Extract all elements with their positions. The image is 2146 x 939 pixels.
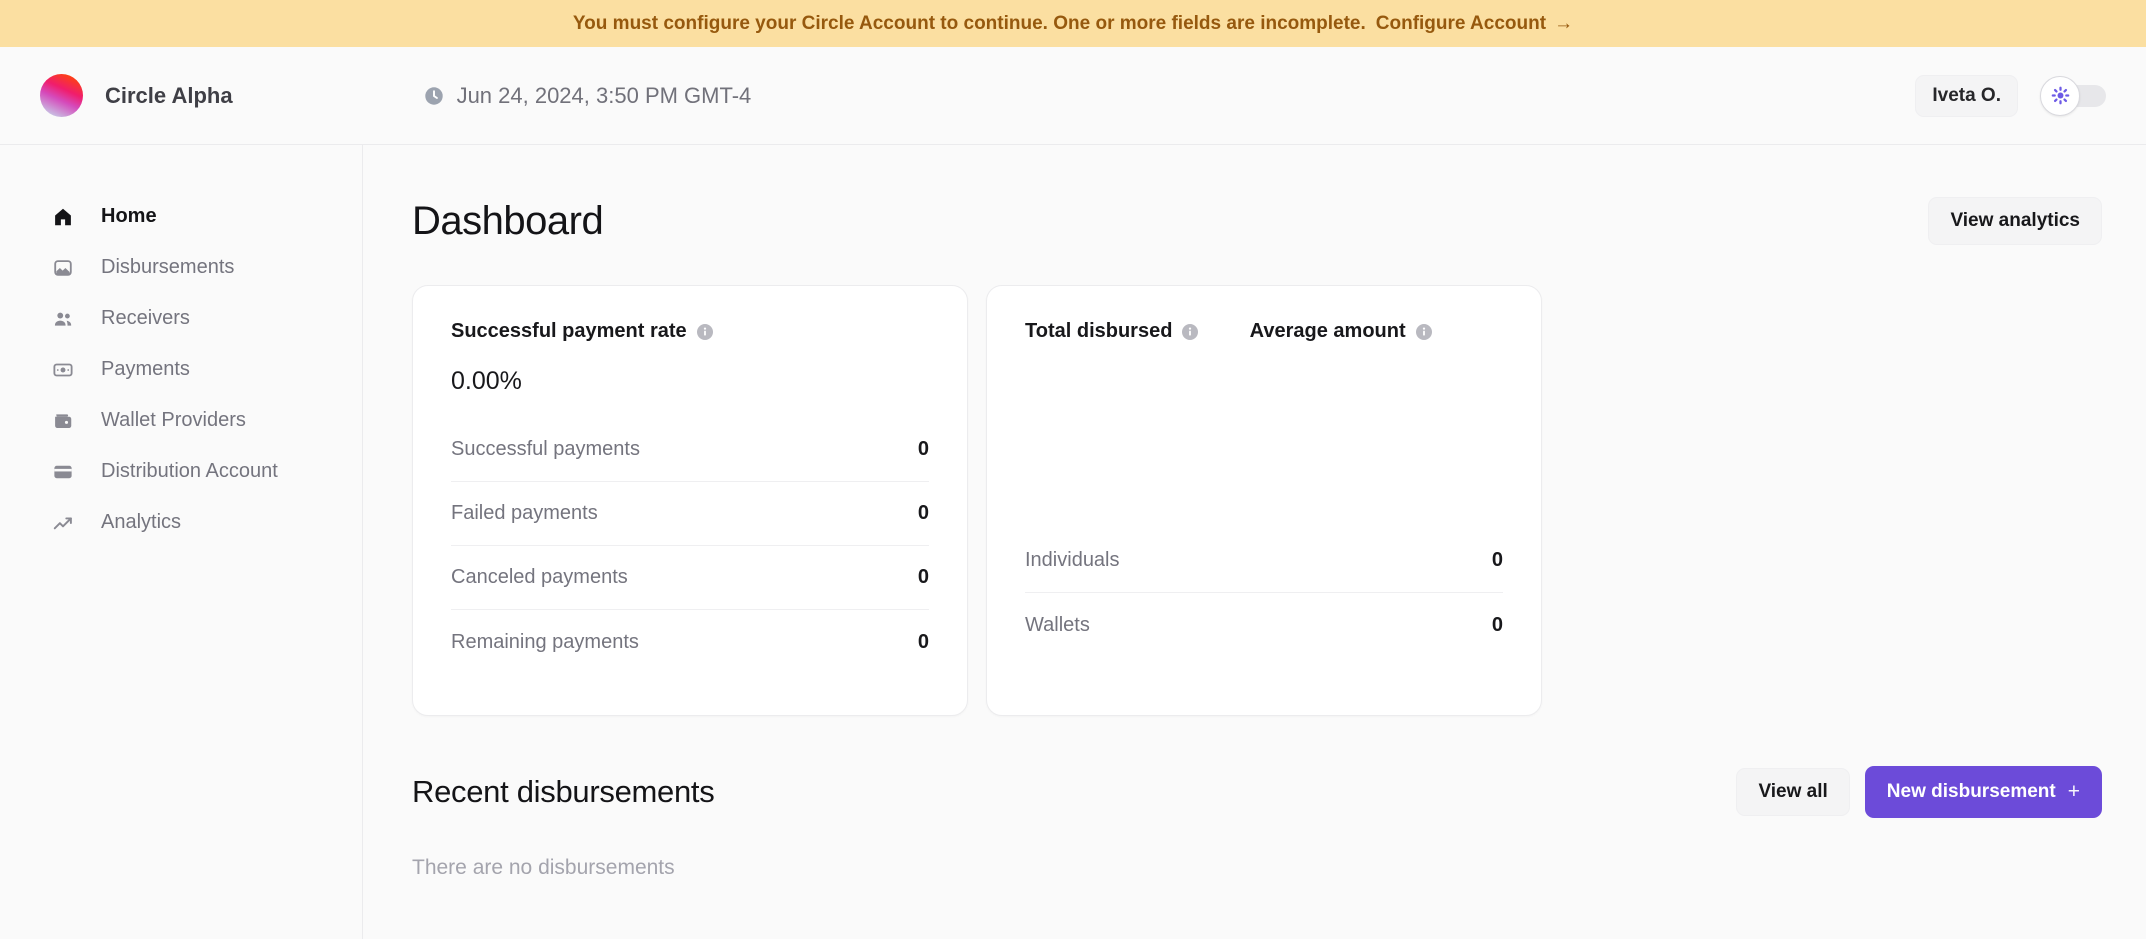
configure-account-link[interactable]: Configure Account → — [1376, 13, 1573, 35]
stat-row-remaining-payments: Remaining payments 0 — [451, 610, 929, 674]
page-title: Dashboard — [412, 198, 604, 243]
sidebar-item-home[interactable]: Home — [0, 191, 362, 242]
recent-disbursements-title: Recent disbursements — [412, 774, 715, 809]
disbursed-card: Total disbursed Average amount I — [986, 285, 1542, 716]
arrow-right-icon: → — [1554, 12, 1574, 34]
new-disbursement-button[interactable]: New disbursement + — [1864, 766, 2102, 818]
stat-row-individuals: Individuals 0 — [1025, 529, 1503, 593]
configure-account-label: Configure Account — [1375, 12, 1547, 34]
info-icon[interactable] — [696, 323, 713, 340]
user-menu-button[interactable]: Iveta O. — [1915, 74, 2018, 117]
main-content: Dashboard View analytics Successful paym… — [363, 145, 2146, 939]
new-disbursement-label: New disbursement — [1886, 781, 2056, 802]
stat-value: 0 — [1491, 613, 1503, 636]
stat-row-failed-payments: Failed payments 0 — [451, 482, 929, 546]
card-title: Total disbursed — [1025, 320, 1173, 342]
sidebar-item-wallet-providers[interactable]: Wallet Providers — [0, 395, 362, 446]
view-analytics-button[interactable]: View analytics — [1928, 197, 2102, 245]
stat-row-successful-payments: Successful payments 0 — [451, 418, 929, 482]
payments-icon — [52, 359, 74, 381]
info-icon[interactable] — [1182, 323, 1199, 340]
sidebar-item-label: Home — [101, 205, 157, 227]
sidebar-item-label: Wallet Providers — [101, 409, 246, 431]
payment-rate-value: 0.00% — [451, 367, 522, 395]
sidebar-item-label: Disbursements — [101, 256, 235, 278]
stat-label: Canceled payments — [451, 566, 628, 588]
stat-value: 0 — [917, 566, 929, 588]
sidebar-item-distribution-account[interactable]: Distribution Account — [0, 446, 362, 497]
sun-icon — [2050, 85, 2071, 106]
plus-icon: + — [2067, 780, 2080, 803]
banner-message: You must configure your Circle Account t… — [572, 12, 1366, 34]
sidebar-item-label: Distribution Account — [101, 460, 278, 482]
info-icon[interactable] — [1415, 323, 1432, 340]
current-datetime: Jun 24, 2024, 3:50 PM GMT-4 — [456, 82, 752, 108]
sidebar-item-analytics[interactable]: Analytics — [0, 497, 362, 548]
sidebar-nav: Home Disbursements Receivers Payments Wa… — [0, 145, 363, 939]
view-all-button[interactable]: View all — [1736, 768, 1850, 816]
account-warning-banner: You must configure your Circle Account t… — [0, 0, 2146, 47]
sidebar-item-label: Analytics — [101, 511, 182, 533]
theme-toggle[interactable] — [2040, 75, 2106, 116]
home-icon — [52, 206, 74, 228]
stat-value: 0 — [1491, 549, 1503, 571]
empty-state-text: There are no disbursements — [412, 856, 675, 879]
stat-value: 0 — [917, 502, 929, 524]
stat-label: Individuals — [1025, 549, 1120, 571]
wallet-icon — [52, 410, 74, 432]
stat-row-canceled-payments: Canceled payments 0 — [451, 546, 929, 610]
stat-label: Failed payments — [451, 502, 598, 524]
toggle-knob — [2040, 75, 2080, 116]
sidebar-item-label: Payments — [101, 358, 190, 380]
brand-name: Circle Alpha — [105, 82, 233, 108]
sidebar-item-receivers[interactable]: Receivers — [0, 293, 362, 344]
stat-label: Wallets — [1025, 613, 1090, 636]
sidebar-item-payments[interactable]: Payments — [0, 344, 362, 395]
receivers-icon — [52, 308, 74, 330]
card-title: Successful payment rate — [451, 320, 687, 342]
stat-row-wallets: Wallets 0 — [1025, 593, 1503, 657]
payment-rate-card: Successful payment rate 0.00% Successful… — [412, 285, 968, 716]
stat-value: 0 — [917, 438, 929, 460]
analytics-icon — [52, 512, 74, 534]
sidebar-item-disbursements[interactable]: Disbursements — [0, 242, 362, 293]
sidebar-item-label: Receivers — [101, 307, 190, 329]
top-header: Circle Alpha Jun 24, 2024, 3:50 PM GMT-4… — [0, 47, 2146, 145]
stat-label: Successful payments — [451, 438, 640, 460]
disbursements-icon — [52, 257, 74, 279]
circle-logo-icon — [40, 74, 83, 117]
stat-value: 0 — [917, 630, 929, 653]
datetime-group: Jun 24, 2024, 3:50 PM GMT-4 — [423, 82, 752, 109]
clock-icon — [423, 85, 445, 107]
stat-label: Remaining payments — [451, 630, 639, 653]
card-icon — [52, 461, 74, 483]
card-title: Average amount — [1249, 320, 1406, 342]
stats-cards: Successful payment rate 0.00% Successful… — [412, 285, 2102, 716]
